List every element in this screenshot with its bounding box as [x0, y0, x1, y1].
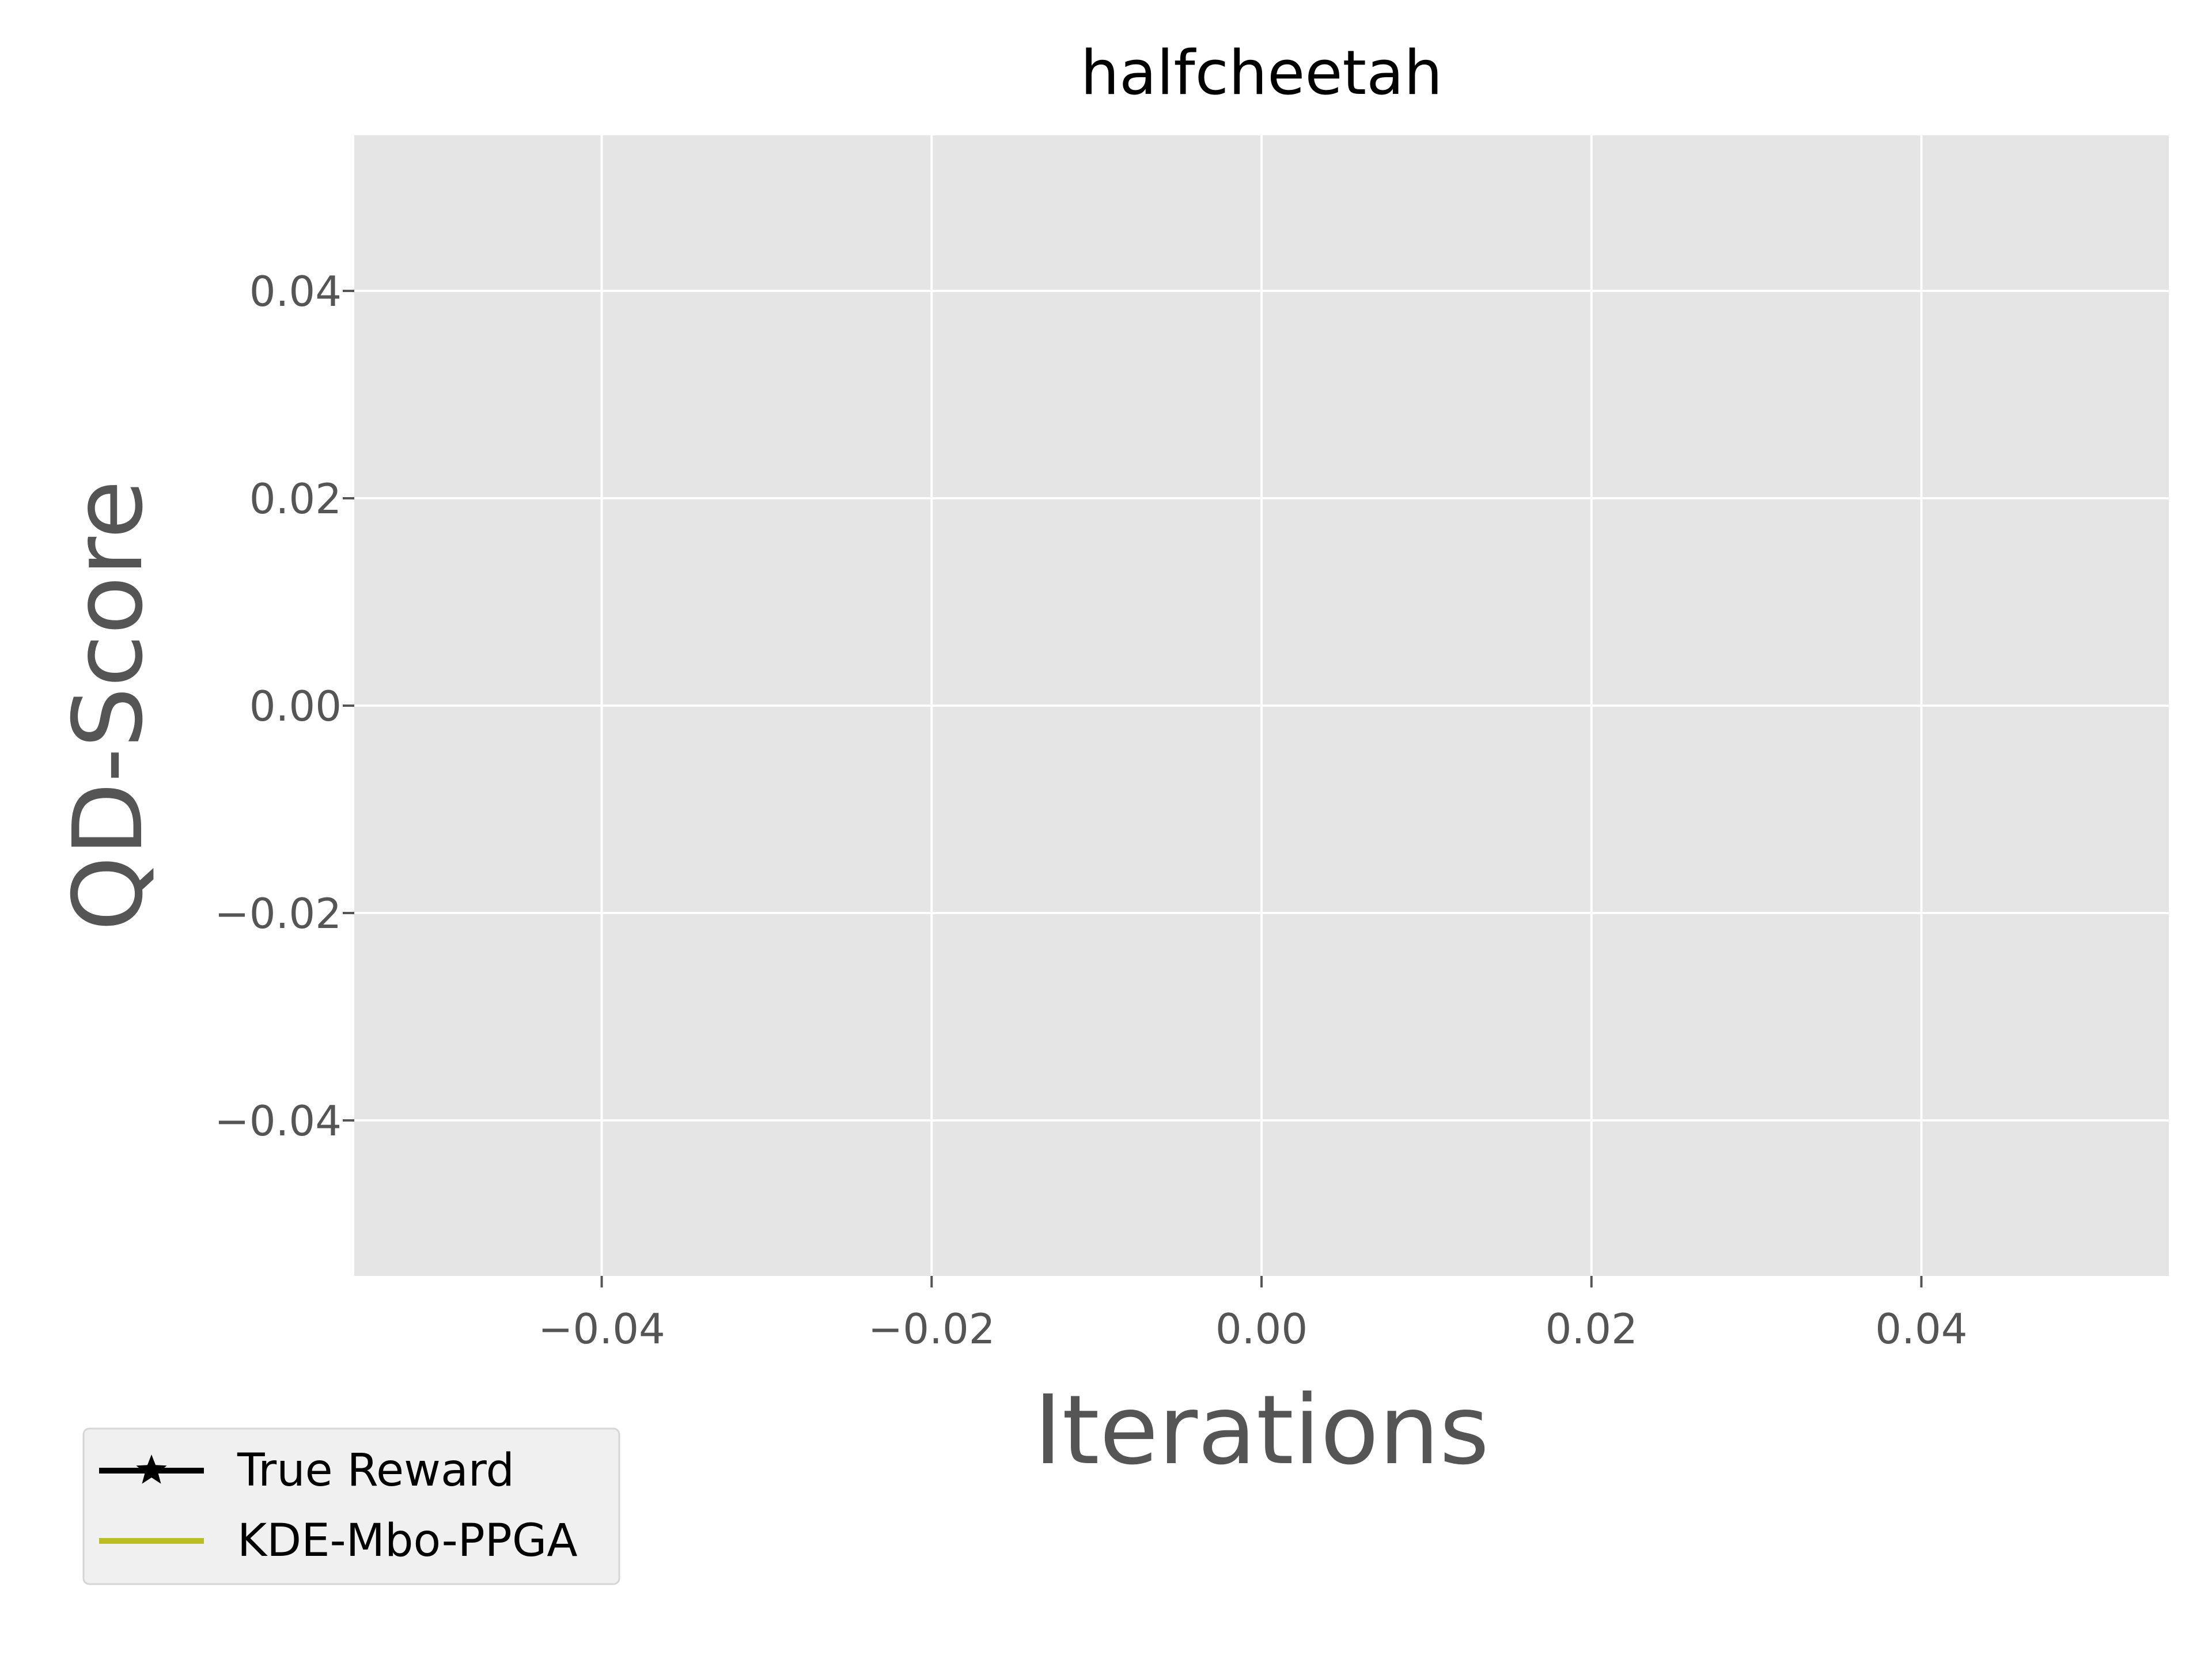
y-tick-label: −0.02: [214, 889, 342, 938]
legend-label: KDE-Mbo-PPGA: [237, 1515, 578, 1567]
y-tick-label: 0.04: [249, 267, 342, 316]
x-tick-label: −0.02: [868, 1305, 995, 1353]
y-tick-label: 0.00: [249, 682, 342, 730]
x-tick-label: 0.04: [1875, 1305, 1967, 1353]
grid-lines: [354, 135, 2169, 1276]
x-tick-label: −0.04: [538, 1305, 665, 1353]
y-tick-label: 0.02: [249, 475, 342, 523]
axis-ticks: −0.04 −0.02 0.00 0.02 0.04 −0.04 −0.02 0.00 0.02…: [214, 267, 1967, 1353]
x-tick-label: 0.00: [1215, 1305, 1308, 1353]
x-tick-label: 0.02: [1546, 1305, 1638, 1353]
y-axis-label: QD-Score: [53, 480, 164, 931]
star-marker-icon: [136, 1455, 167, 1484]
legend-box: [82, 1427, 620, 1585]
legend: True Reward KDE-Mbo-PPGA: [82, 1427, 620, 1585]
y-tick-label: −0.04: [214, 1097, 342, 1145]
x-axis-label: Iterations: [1034, 1375, 1490, 1486]
legend-label: True Reward: [237, 1445, 514, 1497]
chart-title: halfcheetah: [1081, 37, 1443, 108]
